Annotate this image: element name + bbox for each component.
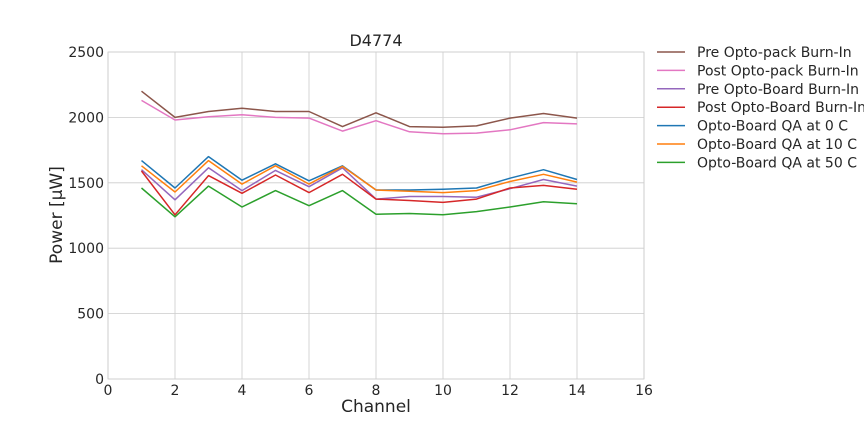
y-tick-label: 0 [95,372,104,388]
y-tick-label: 1500 [68,176,104,192]
plot-frame [107,51,645,380]
legend-label-opto-board-qa-at-10-c: Opto-Board QA at 10 C [697,137,857,153]
x-tick-label: 8 [372,383,381,399]
series-line-post-opto-pack-burn-in [141,99,578,135]
grid [107,51,645,380]
x-tick-label: 14 [568,383,586,399]
x-tick-label: 4 [238,383,247,399]
series-line-pre-opto-board-burn-in [140,167,578,201]
chart-title: D4774 [349,31,402,50]
x-axis-label: Channel [341,397,411,417]
series-line-post-opto-board-burn-in [140,170,578,216]
y-tick-label: 2500 [68,45,104,61]
legend-label-post-opto-board-burn-in: Post Opto-Board Burn-In [697,100,864,116]
legend: Pre Opto-pack Burn-In Post Opto-pack Burn… [657,45,864,171]
y-axis-label: Power [μW] [47,166,67,264]
legend-label-post-opto-pack-burn-in: Post Opto-pack Burn-In [697,63,859,79]
y-tick-label: 2000 [68,110,104,126]
series-lines [140,90,578,218]
y-tick-label: 1000 [68,241,104,257]
legend-label-opto-board-qa-at-50-c: Opto-Board QA at 50 C [697,155,857,171]
series-line-opto-board-qa-at-10-c [141,159,578,194]
y-tick-label: 500 [77,307,104,323]
x-tick-label: 10 [434,383,452,399]
x-tick-label: 16 [635,383,653,399]
x-tick-labels: 0 2 4 6 8 10 12 14 16 [104,383,653,399]
series-line-pre-opto-pack-burn-in [141,90,578,128]
x-tick-label: 0 [104,383,113,399]
x-tick-label: 2 [171,383,180,399]
series-line-opto-board-qa-at-50-c [141,185,578,218]
x-tick-label: 6 [305,383,314,399]
legend-label-pre-opto-pack-burn-in: Pre Opto-pack Burn-In [697,45,852,61]
legend-label-pre-opto-board-burn-in: Pre Opto-Board Burn-In [697,82,859,98]
x-tick-label: 12 [501,383,519,399]
legend-label-opto-board-qa-at-0-c: Opto-Board QA at 0 C [697,119,848,135]
y-tick-labels: 0 500 1000 1500 2000 2500 [68,45,104,388]
